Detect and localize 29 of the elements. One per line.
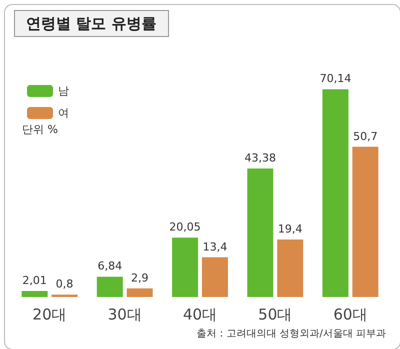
legend-label: 여 (58, 106, 69, 120)
bar (202, 257, 228, 297)
x-tick-label: 40대 (182, 306, 218, 324)
bar (96, 276, 123, 297)
source-note: 출처 : 고려대의대 성형외과/서울대 피부과 (196, 328, 386, 340)
chart-title: 연령별 탈모 유병률 (26, 14, 156, 32)
legend-label: 남 (58, 84, 69, 98)
bar (352, 146, 378, 297)
data-label: 13,4 (202, 240, 228, 254)
bar (277, 240, 304, 297)
data-label: 50,7 (353, 130, 378, 143)
data-label: 2,9 (131, 271, 148, 284)
x-tick-label: 20대 (32, 306, 67, 324)
x-tick-label: 30대 (108, 306, 142, 324)
bar (172, 238, 198, 297)
bar (126, 288, 153, 297)
data-label: 43,38 (244, 151, 276, 164)
data-label: 2,01 (22, 274, 47, 288)
bar (247, 168, 274, 297)
data-label: 20,05 (169, 220, 201, 234)
data-label: 6,84 (98, 260, 122, 273)
data-label: 70,14 (320, 72, 352, 86)
x-tick-label: 60대 (333, 306, 368, 324)
x-tick-label: 50대 (258, 306, 292, 324)
bar (322, 89, 348, 297)
data-label: 0,8 (56, 278, 74, 291)
data-label: 19,4 (278, 222, 302, 236)
bar (22, 291, 48, 297)
annotation: 단위 % (22, 123, 58, 136)
